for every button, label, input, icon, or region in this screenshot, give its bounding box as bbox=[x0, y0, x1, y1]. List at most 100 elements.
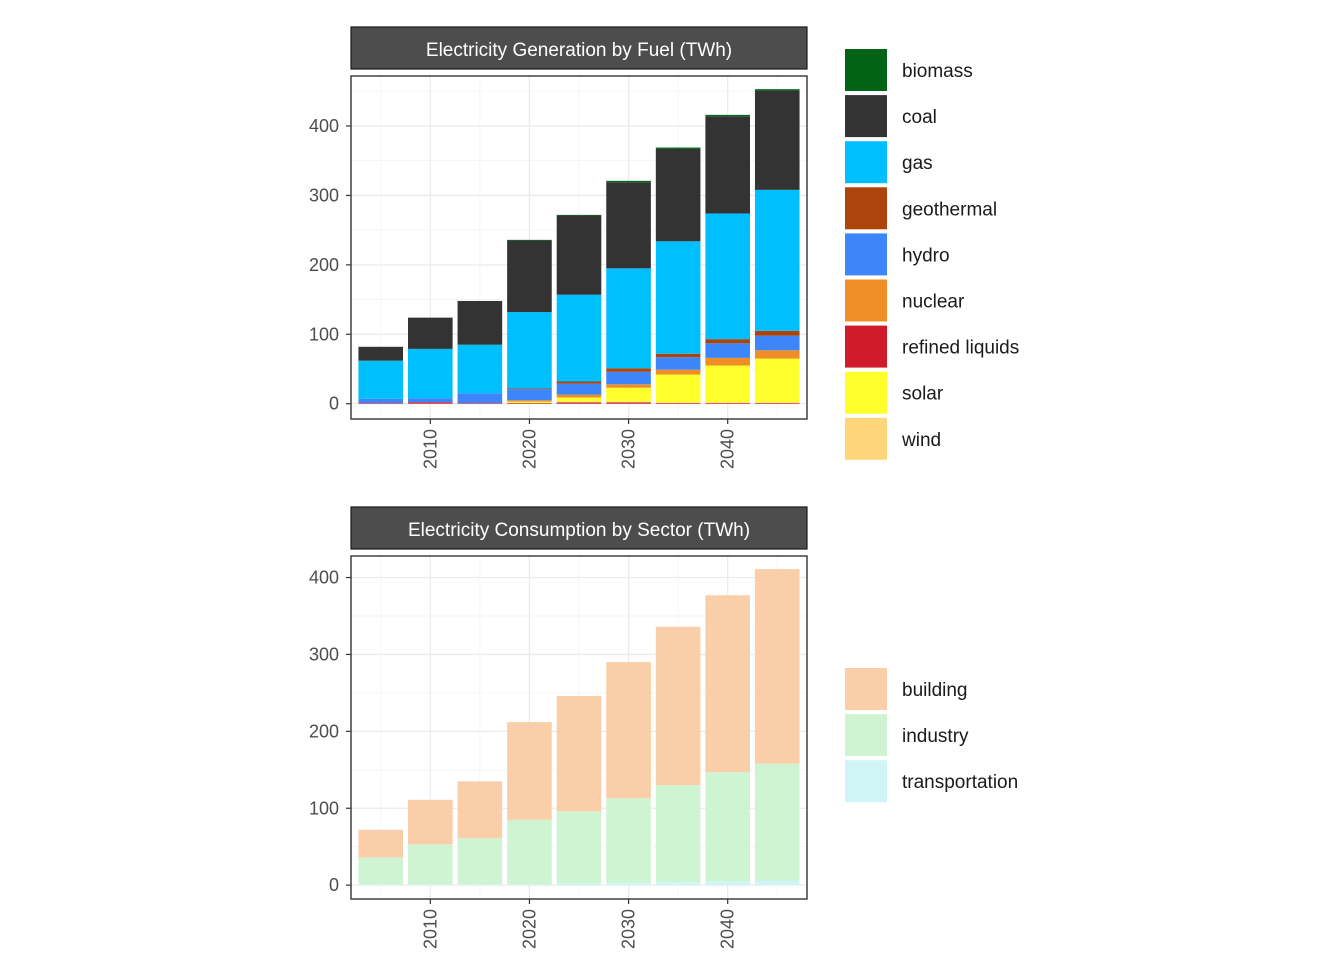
bar-segment-biomass bbox=[606, 180, 651, 183]
bar-segment-transportation bbox=[606, 882, 651, 886]
y-tick-label: 0 bbox=[329, 875, 339, 895]
bar-segment-nuclear bbox=[754, 350, 800, 359]
bar-segment-geothermal bbox=[705, 339, 750, 344]
legend-label: hydro bbox=[902, 245, 950, 266]
bar-segment-building bbox=[358, 829, 404, 858]
bar-segment-transportation bbox=[358, 884, 404, 886]
bar-segment-coal bbox=[556, 215, 602, 295]
legend-item-building: building bbox=[845, 668, 968, 710]
y-tick-label: 200 bbox=[309, 255, 339, 275]
x-tick-label: 2040 bbox=[718, 909, 738, 949]
bar-segment-geothermal bbox=[507, 388, 552, 390]
y-tick-label: 100 bbox=[309, 324, 339, 344]
bar-segment-gas bbox=[507, 312, 552, 389]
consumption-title: Electricity Consumption by Sector (TWh) bbox=[408, 520, 750, 541]
bar-segment-coal bbox=[358, 346, 404, 361]
bar-segment-transportation bbox=[507, 884, 552, 886]
x-tick-label: 2030 bbox=[619, 909, 639, 949]
legend-item-geothermal: geothermal bbox=[845, 187, 997, 230]
legend-key bbox=[845, 279, 887, 322]
bar-segment-coal bbox=[408, 317, 453, 349]
bar-segment-transportation bbox=[655, 882, 701, 886]
bar-segment-wind bbox=[705, 402, 750, 404]
bar-segment-gas bbox=[457, 344, 503, 394]
bar-segment-wind bbox=[655, 402, 701, 404]
legend-key bbox=[845, 233, 887, 276]
bar-segment-biomass bbox=[754, 89, 800, 91]
generation-legend: biomass coal gas geothermal hydro nuclea… bbox=[845, 49, 1019, 460]
bar-segment-building bbox=[606, 662, 651, 799]
bar-segment-gas bbox=[606, 268, 651, 369]
bar-segment-hydro bbox=[556, 383, 602, 395]
consumption-x-axis: 2010 2020 2030 2040 bbox=[420, 909, 737, 949]
bar-segment-coal bbox=[507, 240, 552, 313]
bar-segment-solar bbox=[705, 365, 750, 403]
legend-key bbox=[845, 760, 887, 803]
legend-item-wind: wind bbox=[845, 417, 941, 460]
legend-item-refined-liquids: refined liquids bbox=[845, 325, 1019, 368]
x-tick-label: 2020 bbox=[519, 909, 539, 949]
consumption-y-axis: 0 100 200 300 400 bbox=[309, 568, 339, 896]
generation-bars bbox=[358, 89, 800, 404]
bar-segment-biomass bbox=[507, 239, 552, 241]
x-tick-label: 2030 bbox=[619, 429, 639, 469]
bar-segment-geothermal bbox=[606, 368, 651, 372]
legend-item-biomass: biomass bbox=[845, 49, 973, 91]
consumption-legend: building industry transportation bbox=[845, 668, 1018, 803]
bar-segment-solar bbox=[606, 387, 651, 402]
legend-key bbox=[845, 714, 887, 757]
bar-segment-hydro bbox=[705, 343, 750, 358]
bar-segment-building bbox=[457, 781, 503, 839]
legend-item-coal: coal bbox=[845, 95, 937, 138]
legend-label: nuclear bbox=[902, 292, 965, 313]
bar-segment-hydro bbox=[358, 398, 404, 404]
bar-segment-transportation bbox=[754, 880, 800, 886]
bar-segment-refined-liquids bbox=[705, 403, 750, 404]
legend-item-hydro: hydro bbox=[845, 233, 950, 276]
bar-segment-gas bbox=[408, 348, 453, 399]
bar-segment-refined-liquids bbox=[655, 403, 701, 404]
legend-label: geothermal bbox=[902, 199, 997, 220]
consumption-bars bbox=[358, 569, 800, 886]
bar-segment-solar bbox=[754, 358, 800, 403]
bar-segment-refined-liquids bbox=[754, 403, 800, 404]
bar-segment-gas bbox=[705, 213, 750, 340]
x-tick-label: 2010 bbox=[420, 429, 440, 469]
bar-segment-biomass bbox=[705, 114, 750, 117]
bar-segment-industry bbox=[655, 785, 701, 883]
bar-segment-refined-liquids bbox=[358, 403, 404, 404]
generation-plot-border bbox=[350, 75, 808, 420]
bar-segment-wind bbox=[606, 401, 651, 403]
bar-segment-hydro bbox=[754, 335, 800, 351]
x-tick-label: 2040 bbox=[718, 429, 738, 469]
bar-segment-geothermal bbox=[754, 330, 800, 336]
bar-segment-hydro bbox=[655, 357, 701, 370]
y-tick-label: 400 bbox=[309, 116, 339, 136]
legend-label: building bbox=[902, 680, 968, 701]
bar-segment-nuclear bbox=[705, 357, 750, 366]
bar-segment-transportation bbox=[556, 883, 602, 886]
legend-label: wind bbox=[901, 430, 941, 451]
bar-segment-refined-liquids bbox=[507, 403, 552, 404]
consumption-plot-border bbox=[350, 555, 808, 900]
bar-segment-coal bbox=[705, 116, 750, 214]
legend-label: refined liquids bbox=[902, 338, 1019, 359]
bar-segment-nuclear bbox=[556, 394, 602, 398]
bar-segment-transportation bbox=[457, 884, 503, 886]
bar-segment-nuclear bbox=[606, 384, 651, 388]
x-tick-label: 2020 bbox=[519, 429, 539, 469]
legend-key bbox=[845, 668, 887, 710]
legend-item-industry: industry bbox=[845, 714, 969, 757]
bar-segment-refined-liquids bbox=[606, 402, 651, 404]
y-tick-label: 300 bbox=[309, 185, 339, 205]
legend-key bbox=[845, 187, 887, 230]
legend-key bbox=[845, 95, 887, 138]
bar-segment-industry bbox=[606, 798, 651, 883]
bar-segment-hydro bbox=[457, 393, 503, 404]
legend-item-solar: solar bbox=[845, 371, 944, 414]
bar-segment-coal bbox=[754, 90, 800, 190]
legend-key bbox=[845, 417, 887, 460]
bar-segment-refined-liquids bbox=[408, 402, 453, 404]
bar-segment-gas bbox=[754, 189, 800, 331]
